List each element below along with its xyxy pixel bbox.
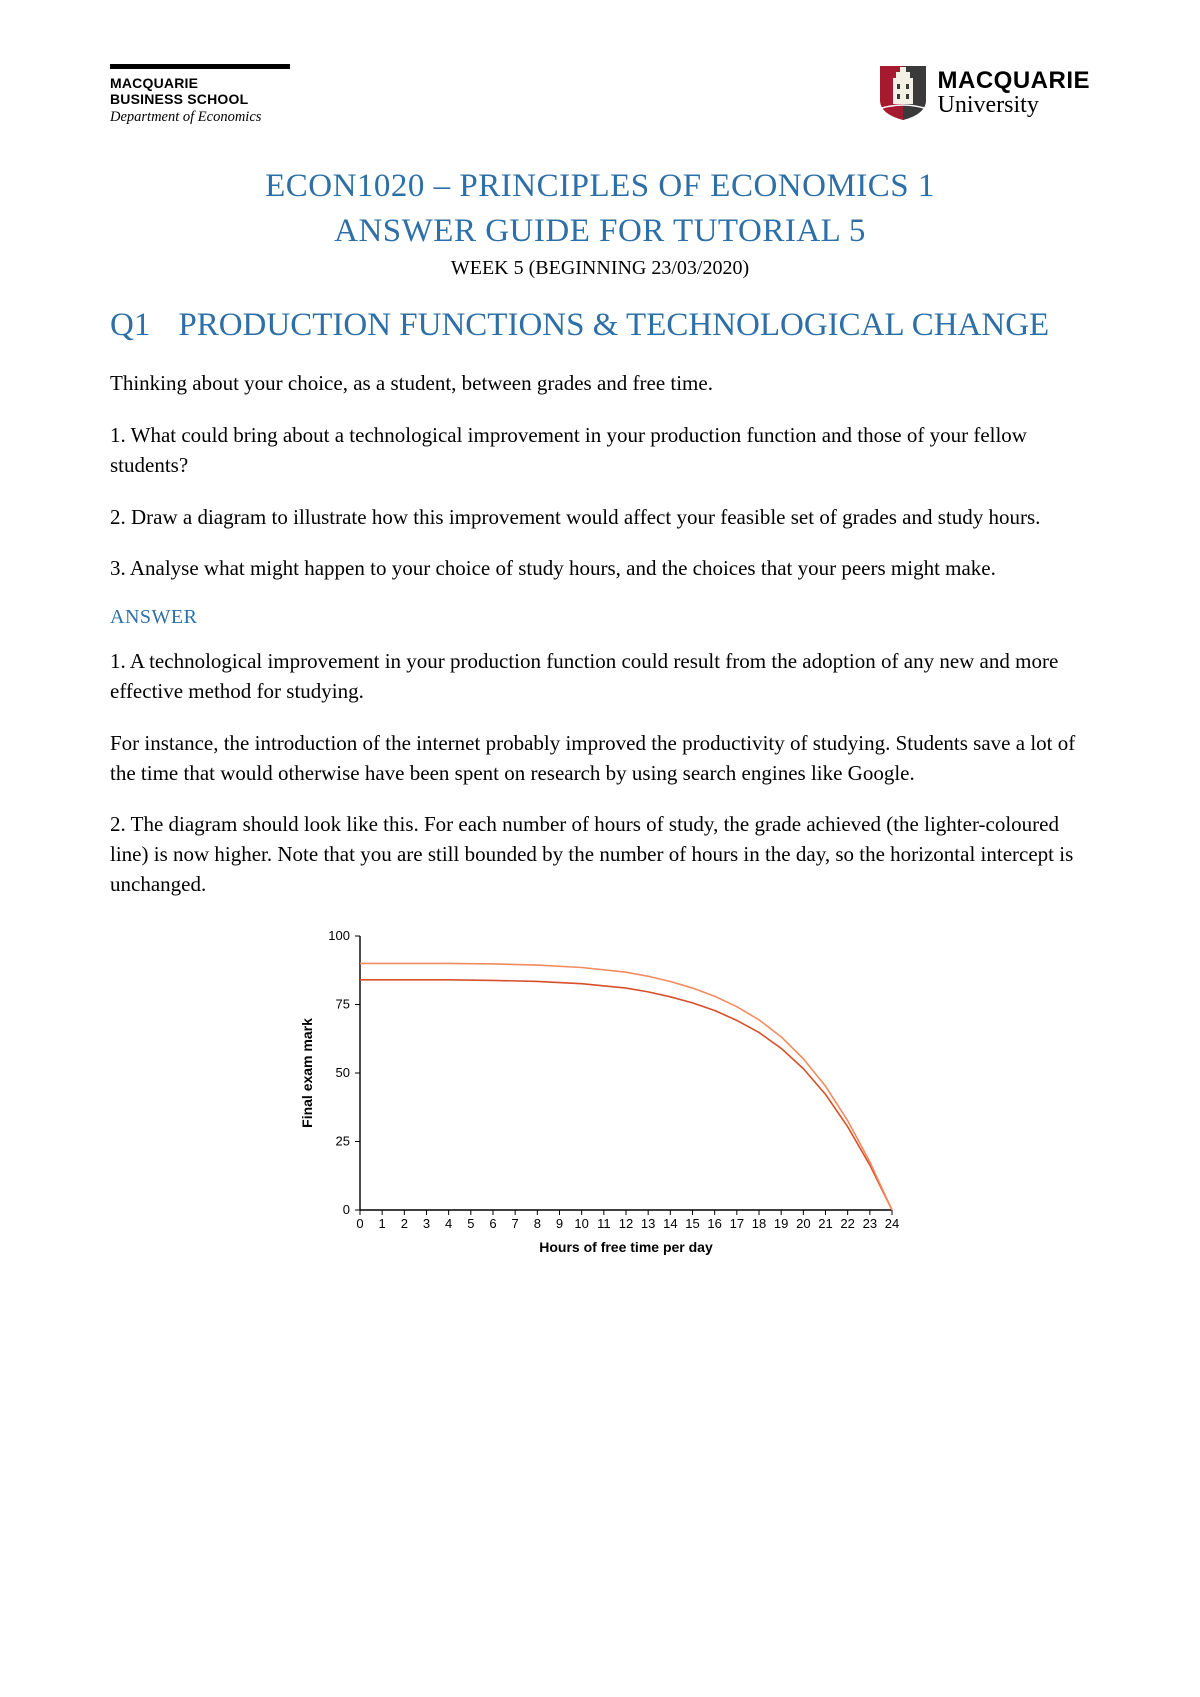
svg-text:23: 23 — [863, 1216, 877, 1231]
question-heading: Q1 PRODUCTION FUNCTIONS & TECHNOLOGICAL C… — [110, 304, 1090, 347]
question-number: Q1 — [110, 304, 150, 347]
svg-text:16: 16 — [707, 1216, 721, 1231]
week-subtitle: WEEK 5 (BEGINNING 23/03/2020) — [110, 257, 1090, 280]
school-name-1: MACQUARIE — [110, 75, 330, 91]
svg-text:19: 19 — [774, 1216, 788, 1231]
svg-text:0: 0 — [356, 1216, 363, 1231]
svg-text:10: 10 — [574, 1216, 588, 1231]
svg-text:12: 12 — [619, 1216, 633, 1231]
svg-text:11: 11 — [597, 1216, 611, 1231]
doc-title-line1: ECON1020 – PRINCIPLES OF ECONOMICS 1 — [110, 164, 1090, 209]
svg-text:22: 22 — [840, 1216, 854, 1231]
svg-text:3: 3 — [423, 1216, 430, 1231]
question-2: 2. Draw a diagram to illustrate how this… — [110, 503, 1090, 533]
svg-text:17: 17 — [730, 1216, 744, 1231]
svg-text:50: 50 — [336, 1065, 350, 1080]
school-name-2: BUSINESS SCHOOL — [110, 91, 330, 107]
department-name: Department of Economics — [110, 109, 330, 126]
svg-text:18: 18 — [752, 1216, 766, 1231]
svg-text:21: 21 — [818, 1216, 832, 1231]
svg-text:20: 20 — [796, 1216, 810, 1231]
university-shield-icon — [878, 64, 928, 122]
answer-label: ANSWER — [110, 606, 1090, 629]
university-logo-block: MACQUARIE University — [878, 64, 1091, 122]
svg-text:25: 25 — [336, 1133, 350, 1148]
svg-text:14: 14 — [663, 1216, 677, 1231]
svg-text:0: 0 — [343, 1202, 350, 1217]
intro-paragraph: Thinking about your choice, as a student… — [110, 369, 1090, 399]
svg-text:5: 5 — [467, 1216, 474, 1231]
answer-1a: 1. A technological improvement in your p… — [110, 647, 1090, 707]
svg-text:Final exam mark: Final exam mark — [299, 1018, 315, 1128]
svg-text:2: 2 — [401, 1216, 408, 1231]
question-1: 1. What could bring about a technologica… — [110, 421, 1090, 481]
question-3: 3. Analyse what might happen to your cho… — [110, 554, 1090, 584]
svg-text:1: 1 — [379, 1216, 386, 1231]
svg-text:7: 7 — [512, 1216, 519, 1231]
chart-container: 0255075100012345678910111213141516171819… — [110, 922, 1090, 1262]
school-block: MACQUARIE BUSINESS SCHOOL Department of … — [110, 64, 330, 126]
header-rule — [110, 64, 290, 69]
feasible-set-chart: 0255075100012345678910111213141516171819… — [290, 922, 910, 1262]
svg-text:24: 24 — [885, 1216, 899, 1231]
page-header: MACQUARIE BUSINESS SCHOOL Department of … — [110, 64, 1090, 126]
question-title: PRODUCTION FUNCTIONS & TECHNOLOGICAL CHA… — [178, 307, 1049, 343]
svg-text:8: 8 — [534, 1216, 541, 1231]
svg-text:75: 75 — [336, 996, 350, 1011]
svg-text:6: 6 — [489, 1216, 496, 1231]
answer-2: 2. The diagram should look like this. Fo… — [110, 810, 1090, 899]
svg-text:9: 9 — [556, 1216, 563, 1231]
doc-title-line2: ANSWER GUIDE FOR TUTORIAL 5 — [110, 209, 1090, 254]
answer-1b: For instance, the introduction of the in… — [110, 729, 1090, 789]
university-name-bold: MACQUARIE — [938, 69, 1091, 93]
university-name-light: University — [938, 93, 1091, 117]
svg-text:4: 4 — [445, 1216, 452, 1231]
svg-text:100: 100 — [328, 928, 350, 943]
svg-text:15: 15 — [685, 1216, 699, 1231]
svg-text:13: 13 — [641, 1216, 655, 1231]
svg-text:Hours of free time per day: Hours of free time per day — [539, 1239, 713, 1255]
